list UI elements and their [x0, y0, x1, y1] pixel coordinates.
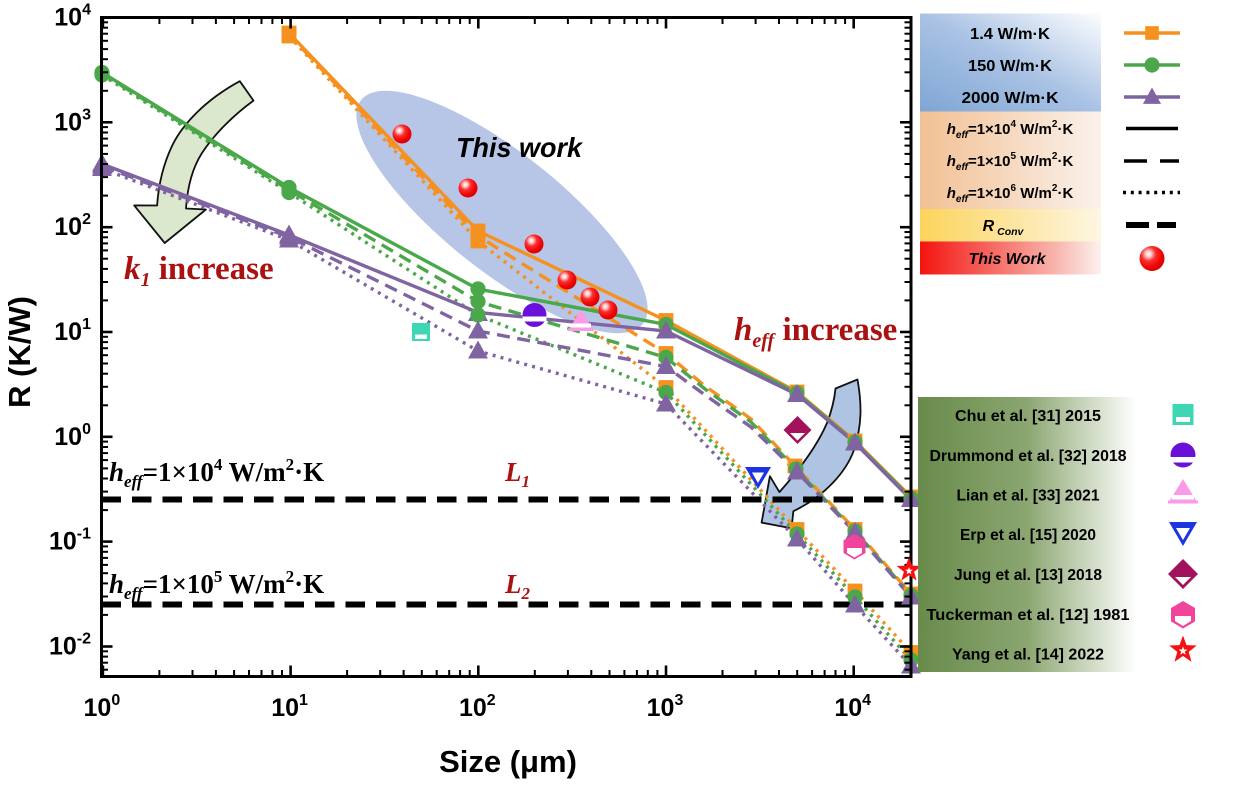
svg-text:heff=1×105 W/m2·K: heff=1×105 W/m2·K	[947, 151, 1074, 173]
svg-text:R (K/W): R (K/W)	[2, 296, 37, 408]
svg-text:Lian et al. [33] 2021: Lian et al. [33] 2021	[957, 488, 1100, 505]
svg-text:Size (μm): Size (μm)	[439, 744, 577, 779]
svg-text:Tuckerman et al. [12] 1981: Tuckerman et al. [12] 1981	[927, 607, 1130, 624]
svg-text:150 W/m·K: 150 W/m·K	[968, 58, 1052, 75]
svg-text:heff=1×106 W/m2·K: heff=1×106 W/m2·K	[947, 183, 1074, 205]
svg-text:Drummond et al. [32] 2018: Drummond et al. [32] 2018	[930, 448, 1127, 465]
svg-text:10-1: 10-1	[49, 526, 91, 556]
svg-text:1.4 W/m·K: 1.4 W/m·K	[970, 26, 1050, 43]
svg-text:Chu et al. [31] 2015: Chu et al. [31] 2015	[955, 408, 1101, 425]
svg-text:heff=1×104 W/m2·K: heff=1×104 W/m2·K	[947, 119, 1074, 141]
svg-text:k1 increase: k1 increase	[124, 251, 274, 291]
svg-text:2000 W/m·K: 2000 W/m·K	[962, 90, 1059, 107]
svg-text:Jung et al. [13] 2018: Jung et al. [13] 2018	[954, 567, 1102, 584]
svg-text:Yang et al. [14] 2022: Yang et al. [14] 2022	[952, 647, 1104, 664]
svg-text:heff=1×105 W/m2·K: heff=1×105 W/m2·K	[109, 567, 324, 603]
svg-text:This work: This work	[456, 132, 584, 163]
svg-text:Erp et al. [15] 2020: Erp et al. [15] 2020	[960, 527, 1096, 544]
svg-text:This Work: This Work	[968, 251, 1046, 268]
svg-text:103: 103	[647, 692, 684, 722]
svg-text:heff=1×104 W/m2·K: heff=1×104 W/m2·K	[109, 455, 324, 491]
svg-text:heff increase: heff increase	[734, 312, 897, 352]
